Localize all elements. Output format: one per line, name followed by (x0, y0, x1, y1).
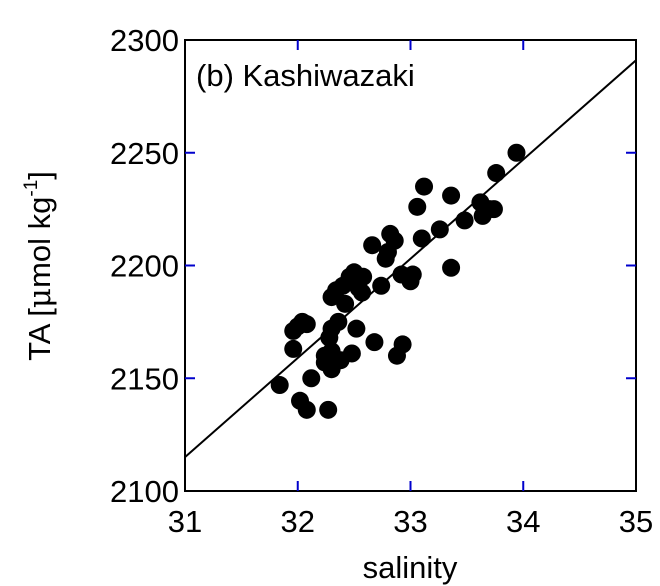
data-point (403, 265, 422, 284)
data-point (455, 211, 474, 230)
y-tick-labels: 2100 2150 2200 2250 2300 (110, 23, 179, 509)
y-axis-label-mu: μ (22, 288, 58, 308)
panel-label: (b) Kashiwazaki (196, 58, 415, 93)
y-tick-label: 2100 (110, 474, 179, 509)
y-tick-label: 2300 (110, 23, 179, 58)
data-point (363, 236, 382, 255)
x-axis-label: salinity (363, 550, 458, 585)
data-point (336, 294, 355, 313)
data-points (270, 143, 526, 419)
data-point (412, 229, 431, 248)
data-point (270, 376, 289, 395)
data-point (319, 400, 338, 419)
regression-line (184, 59, 637, 458)
data-point (365, 333, 384, 352)
data-point (442, 186, 461, 205)
y-axis-label-main: TA [ (22, 308, 57, 361)
data-point (415, 177, 434, 196)
x-tick-label: 35 (619, 504, 653, 539)
x-tick-label: 33 (393, 504, 427, 539)
y-tick-label: 2200 (110, 249, 179, 284)
y-tick-label: 2150 (110, 361, 179, 396)
data-point (442, 258, 461, 277)
y-axis-label-unit: mol kg (22, 197, 57, 288)
data-point (297, 315, 316, 334)
data-point (484, 200, 503, 219)
x-tick-label: 34 (506, 504, 540, 539)
data-point (329, 312, 348, 331)
data-point (507, 143, 526, 162)
x-tick-labels: 31 32 33 34 35 (168, 504, 653, 539)
x-tick-label: 31 (168, 504, 202, 539)
data-point (408, 197, 427, 216)
y-axis-label: TA [μmol kg-1] (21, 171, 58, 361)
data-point (302, 369, 321, 388)
y-axis-label-sup: -1 (21, 180, 42, 197)
data-point (372, 276, 391, 295)
data-point (297, 400, 316, 419)
data-point (354, 267, 373, 286)
data-point (487, 164, 506, 183)
data-point (347, 319, 366, 338)
plot-frame (184, 39, 637, 492)
y-tick-label: 2250 (110, 136, 179, 171)
data-point (430, 220, 449, 239)
data-point (393, 335, 412, 354)
data-point (342, 344, 361, 363)
axis-ticks (185, 40, 636, 491)
y-axis-label-close: ] (22, 171, 57, 180)
data-point (353, 283, 372, 302)
data-point (385, 231, 404, 250)
x-tick-label: 32 (281, 504, 315, 539)
data-point (284, 339, 303, 358)
